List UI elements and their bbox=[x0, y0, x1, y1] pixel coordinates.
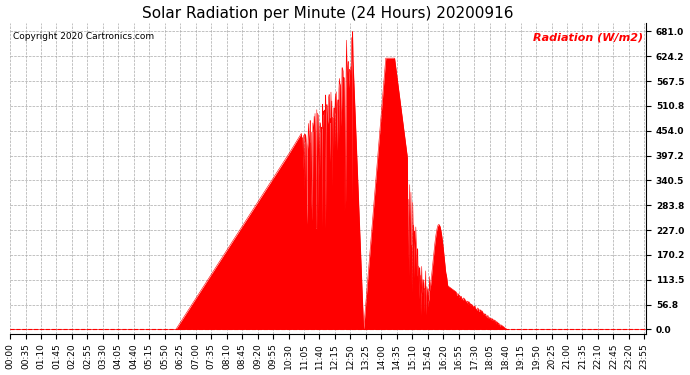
Text: Copyright 2020 Cartronics.com: Copyright 2020 Cartronics.com bbox=[13, 32, 155, 41]
Text: Radiation (W/m2): Radiation (W/m2) bbox=[533, 32, 643, 42]
Title: Solar Radiation per Minute (24 Hours) 20200916: Solar Radiation per Minute (24 Hours) 20… bbox=[142, 6, 514, 21]
